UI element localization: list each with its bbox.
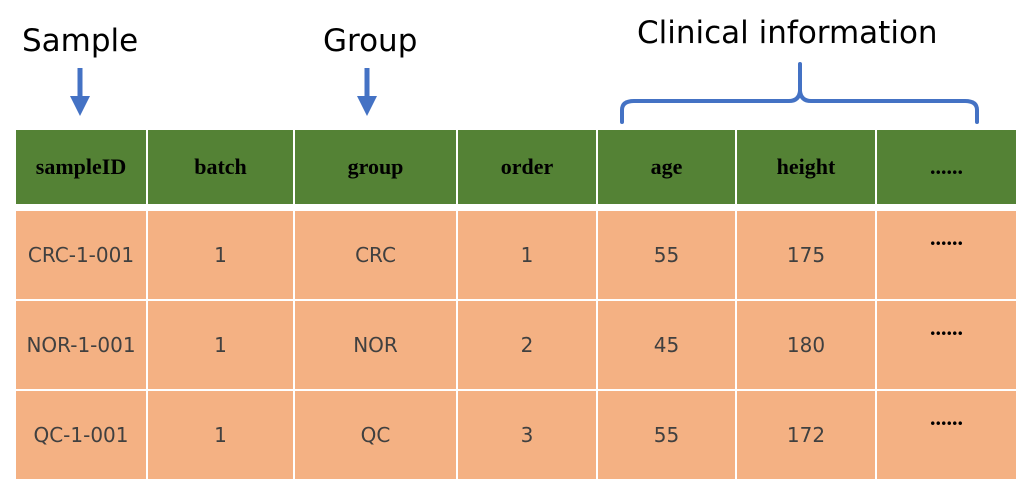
table-row: QC-1-001 1 QC 3 55 172 ...... (14, 389, 1018, 481)
header-age: age (596, 128, 737, 206)
cell-group: QC (293, 389, 458, 481)
cell-group: NOR (293, 299, 458, 391)
cell-more: ...... (875, 299, 1018, 391)
cell-age: 55 (596, 209, 737, 301)
cell-sampleid: NOR-1-001 (14, 299, 148, 391)
cell-batch: 1 (146, 389, 295, 481)
sample-arrow (70, 68, 90, 116)
clinical-information-label: Clinical information (637, 15, 938, 51)
header-order: order (456, 128, 598, 206)
cell-height: 172 (735, 389, 877, 481)
table-row: NOR-1-001 1 NOR 2 45 180 ...... (14, 299, 1018, 391)
cell-age: 55 (596, 389, 737, 481)
header-spacer (15, 205, 1017, 210)
group-label: Group (323, 23, 418, 59)
cell-age: 45 (596, 299, 737, 391)
cell-more: ...... (875, 209, 1018, 301)
sample-label: Sample (22, 23, 139, 59)
clinical-information-brace (620, 62, 979, 124)
cell-group: CRC (293, 209, 458, 301)
sample-info-table: sampleID batch group order age height ..… (14, 128, 1018, 481)
cell-more: ...... (875, 389, 1018, 481)
cell-batch: 1 (146, 209, 295, 301)
cell-height: 180 (735, 299, 877, 391)
cell-height: 175 (735, 209, 877, 301)
table-row: CRC-1-001 1 CRC 1 55 175 ...... (14, 209, 1018, 301)
header-more: ...... (875, 128, 1018, 206)
cell-sampleid: QC-1-001 (14, 389, 148, 481)
header-batch: batch (146, 128, 295, 206)
header-group: group (293, 128, 458, 206)
cell-order: 2 (456, 299, 598, 391)
header-height: height (735, 128, 877, 206)
header-row: sampleID batch group order age height ..… (14, 128, 1018, 206)
cell-batch: 1 (146, 299, 295, 391)
cell-sampleid: CRC-1-001 (14, 209, 148, 301)
annotation-layer (70, 62, 979, 124)
header-sampleid: sampleID (14, 128, 148, 206)
cell-order: 3 (456, 389, 598, 481)
cell-order: 1 (456, 209, 598, 301)
group-arrow (357, 68, 377, 116)
